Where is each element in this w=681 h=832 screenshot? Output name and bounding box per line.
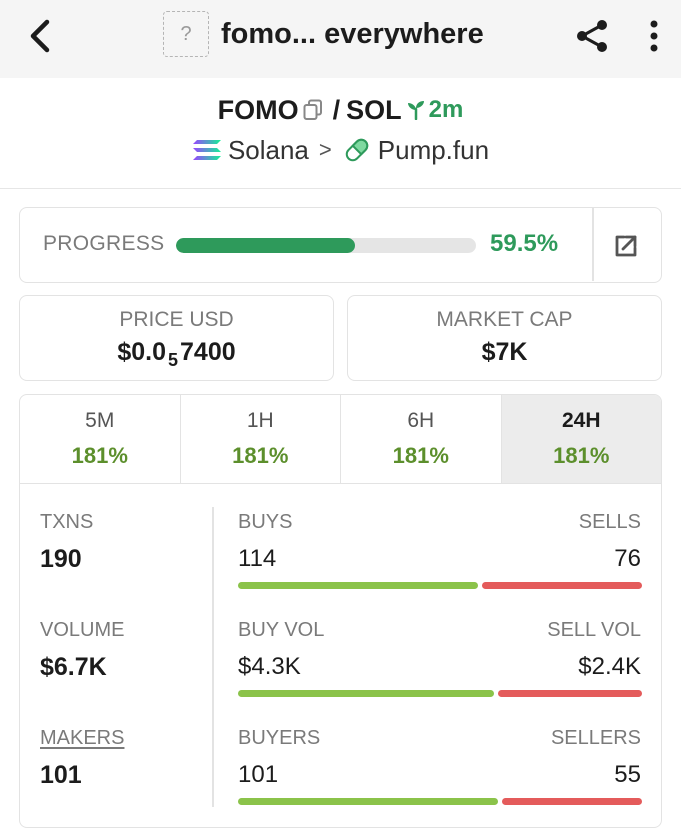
open-external-button[interactable]: [610, 230, 642, 262]
chevron-left-icon: [30, 19, 50, 53]
quote-token-symbol: SOL: [346, 94, 402, 125]
more-vertical-icon: [650, 20, 658, 52]
buy-vol-ratio-bar: [238, 690, 494, 697]
sellers-value: 55: [614, 761, 641, 788]
sells-ratio-bar: [482, 582, 642, 589]
makers-value: 101: [40, 761, 82, 789]
pair-age-badge: 2m: [406, 96, 464, 124]
tab-label: 1H: [246, 409, 274, 432]
breadcrumb-separator: >: [318, 137, 332, 162]
txns-label: TXNS: [40, 511, 94, 533]
price-zero-count: 5: [168, 350, 179, 370]
tab-label: 24H: [561, 409, 601, 432]
market-cap-label: MARKET CAP: [436, 308, 573, 331]
tab-24h[interactable]: 24H 181%: [501, 395, 661, 483]
progress-percent: 59.5%: [490, 230, 559, 257]
sells-label: SELLS: [578, 511, 641, 533]
sellers-ratio-bar: [502, 798, 642, 805]
pill-icon: [345, 138, 369, 162]
pair-slash: /: [332, 94, 341, 125]
copy-address-button[interactable]: [303, 99, 323, 121]
price-usd-label: PRICE USD: [119, 308, 234, 331]
sells-value: 76: [614, 545, 641, 572]
transactions-card: 5M 181% 1H 181% 6H 181% 24H 181% TXNS 19…: [19, 394, 662, 828]
sell-vol-label: SELL VOL: [547, 619, 641, 641]
chain-breadcrumb: Solana > Pump.fun: [0, 133, 681, 167]
tab-1h[interactable]: 1H 181%: [181, 395, 341, 483]
market-cap-value: $7K: [481, 338, 528, 366]
price-digits: 7400: [180, 338, 236, 366]
tab-5m[interactable]: 5M 181%: [20, 395, 181, 483]
tab-6h[interactable]: 6H 181%: [341, 395, 502, 483]
share-button[interactable]: [570, 14, 614, 58]
market-cap-card: MARKET CAP $7K: [347, 295, 662, 381]
sprout-icon: [407, 101, 424, 120]
solana-logo-icon: [192, 140, 221, 160]
tab-change: 181%: [71, 443, 128, 468]
buys-ratio-bar: [238, 582, 478, 589]
more-options-button[interactable]: [636, 14, 672, 58]
volume-value: $6.7K: [40, 653, 107, 681]
stats-divider: [212, 507, 214, 807]
favicon-glyph: ?: [180, 22, 192, 45]
tab-label: 6H: [407, 409, 435, 432]
chain-link[interactable]: Solana: [227, 134, 309, 165]
progress-bar: [176, 238, 476, 253]
top-bar: ? fomo... everywhere: [0, 0, 681, 78]
external-link-icon: [615, 235, 637, 257]
header-divider: [0, 188, 681, 189]
copy-icon: [303, 99, 322, 120]
buy-vol-value: $4.3K: [238, 653, 301, 680]
price-usd-value: $0.0 57400: [20, 338, 333, 371]
buyers-label: BUYERS: [238, 727, 321, 749]
pair-header: FOMO / SOL 2m: [0, 90, 681, 130]
pair-age: 2m: [428, 96, 464, 123]
price-usd-card: PRICE USD $0.0 57400: [19, 295, 334, 381]
progress-divider: [592, 208, 594, 281]
buys-label: BUYS: [238, 511, 293, 533]
txns-value: 190: [40, 545, 82, 573]
site-favicon-placeholder: ?: [163, 11, 209, 57]
buyers-value: 101: [238, 761, 279, 788]
tab-change: 181%: [232, 443, 289, 468]
sellers-label: SELLERS: [550, 727, 641, 749]
buyers-ratio-bar: [238, 798, 498, 805]
makers-link[interactable]: MAKERS: [40, 727, 125, 749]
sell-vol-value: $2.4K: [578, 653, 641, 680]
page-title: fomo... everywhere: [221, 18, 484, 50]
base-token-symbol: FOMO: [217, 94, 299, 125]
timeframe-tabs: 5M 181% 1H 181% 6H 181% 24H 181%: [20, 395, 661, 484]
sell-vol-ratio-bar: [498, 690, 642, 697]
buy-vol-label: BUY VOL: [238, 619, 325, 641]
progress-bar-fill: [176, 238, 355, 253]
back-button[interactable]: [22, 14, 58, 58]
tab-label: 5M: [85, 409, 115, 432]
tab-change: 181%: [392, 443, 449, 468]
share-icon: [577, 20, 607, 52]
price-prefix: $0.0: [117, 338, 167, 366]
bonding-progress-card: PROGRESS 59.5%: [19, 207, 662, 283]
tab-change: 181%: [553, 443, 610, 468]
progress-label: PROGRESS: [43, 232, 165, 255]
volume-label: VOLUME: [40, 619, 125, 641]
buys-value: 114: [238, 545, 277, 572]
dex-link[interactable]: Pump.fun: [377, 134, 490, 165]
